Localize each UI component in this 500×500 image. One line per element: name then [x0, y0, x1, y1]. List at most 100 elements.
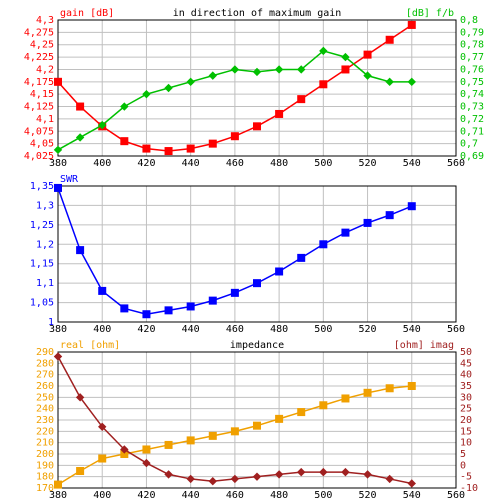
panel-title: in direction of maximum gain	[173, 8, 342, 19]
svg-text:460: 460	[226, 490, 244, 500]
marker	[231, 289, 238, 296]
svg-text:-10: -10	[460, 483, 478, 494]
svg-text:0,74: 0,74	[460, 89, 484, 100]
marker	[231, 133, 238, 140]
marker	[55, 146, 62, 153]
marker	[77, 468, 84, 475]
svg-text:540: 540	[403, 490, 421, 500]
marker	[209, 297, 216, 304]
marker	[386, 78, 393, 85]
svg-text:190: 190	[36, 460, 54, 471]
svg-text:400: 400	[93, 324, 111, 335]
marker	[298, 96, 305, 103]
svg-text:260: 260	[36, 381, 54, 392]
svg-text:0,76: 0,76	[460, 64, 484, 75]
panel-swr: 38040042044046048050052054056011,051,11,…	[30, 174, 465, 335]
marker	[187, 437, 194, 444]
marker	[165, 85, 172, 92]
svg-text:1: 1	[48, 317, 54, 328]
svg-text:4,25: 4,25	[30, 40, 54, 51]
svg-text:230: 230	[36, 415, 54, 426]
marker	[55, 78, 62, 85]
marker	[165, 307, 172, 314]
svg-text:500: 500	[314, 324, 332, 335]
marker	[276, 110, 283, 117]
svg-text:240: 240	[36, 404, 54, 415]
svg-text:1,15: 1,15	[30, 259, 54, 270]
svg-text:170: 170	[36, 483, 54, 494]
marker	[342, 229, 349, 236]
marker	[342, 66, 349, 73]
svg-text:4,2: 4,2	[36, 64, 54, 75]
svg-text:480: 480	[270, 158, 288, 169]
svg-text:1,25: 1,25	[30, 220, 54, 231]
marker	[187, 78, 194, 85]
svg-text:4,05: 4,05	[30, 139, 54, 150]
marker	[342, 469, 349, 476]
marker	[386, 36, 393, 43]
left-axis-label: SWR	[60, 174, 79, 185]
marker	[408, 480, 415, 487]
marker	[143, 91, 150, 98]
marker	[55, 184, 62, 191]
svg-text:4,1: 4,1	[36, 114, 54, 125]
marker	[187, 145, 194, 152]
marker	[254, 473, 261, 480]
svg-text:30: 30	[460, 392, 472, 403]
svg-text:0,77: 0,77	[460, 52, 484, 63]
marker	[298, 409, 305, 416]
svg-text:45: 45	[460, 358, 472, 369]
svg-text:500: 500	[314, 490, 332, 500]
marker	[320, 402, 327, 409]
marker	[77, 134, 84, 141]
panel-title: impedance	[230, 340, 284, 351]
svg-text:250: 250	[36, 392, 54, 403]
marker	[320, 81, 327, 88]
svg-text:200: 200	[36, 449, 54, 460]
marker	[143, 145, 150, 152]
svg-text:0,72: 0,72	[460, 114, 484, 125]
marker	[342, 395, 349, 402]
marker	[276, 268, 283, 275]
marker	[143, 446, 150, 453]
svg-text:220: 220	[36, 426, 54, 437]
marker	[276, 66, 283, 73]
svg-text:440: 440	[182, 158, 200, 169]
svg-text:1,2: 1,2	[36, 239, 54, 250]
svg-text:4,125: 4,125	[24, 102, 54, 113]
svg-text:540: 540	[403, 324, 421, 335]
svg-text:1,35: 1,35	[30, 181, 54, 192]
svg-text:1,1: 1,1	[36, 278, 54, 289]
svg-text:0,69: 0,69	[460, 151, 484, 162]
svg-text:270: 270	[36, 370, 54, 381]
marker	[364, 389, 371, 396]
marker	[231, 66, 238, 73]
svg-text:1,3: 1,3	[36, 200, 54, 211]
marker	[408, 21, 415, 28]
marker	[254, 123, 261, 130]
marker	[408, 78, 415, 85]
svg-text:290: 290	[36, 347, 54, 358]
marker	[231, 428, 238, 435]
svg-text:500: 500	[314, 158, 332, 169]
svg-text:10: 10	[460, 438, 472, 449]
svg-text:400: 400	[93, 158, 111, 169]
marker	[320, 241, 327, 248]
marker	[254, 280, 261, 287]
svg-text:520: 520	[359, 158, 377, 169]
svg-text:480: 480	[270, 324, 288, 335]
svg-text:5: 5	[460, 449, 466, 460]
antenna-chart: 3804004204404604805005205405604,0254,054…	[0, 0, 500, 500]
marker	[254, 422, 261, 429]
svg-text:210: 210	[36, 438, 54, 449]
marker	[386, 212, 393, 219]
marker	[165, 441, 172, 448]
marker	[320, 469, 327, 476]
svg-text:4,225: 4,225	[24, 52, 54, 63]
left-axis-label: gain [dB]	[60, 8, 114, 19]
svg-text:1,05: 1,05	[30, 298, 54, 309]
svg-text:4,275: 4,275	[24, 27, 54, 38]
svg-text:180: 180	[36, 472, 54, 483]
marker	[99, 455, 106, 462]
marker	[408, 203, 415, 210]
